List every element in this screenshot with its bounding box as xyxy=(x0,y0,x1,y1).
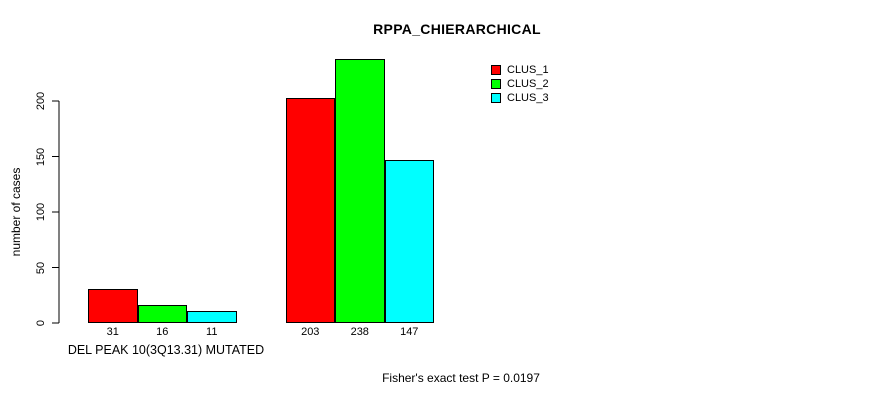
legend-label: CLUS_1 xyxy=(507,64,549,76)
bar-clus_3-group2 xyxy=(384,159,434,323)
y-tick-label: 200 xyxy=(35,91,47,111)
y-tick-label: 150 xyxy=(35,147,47,166)
chart-title: RPPA_CHIERARCHICAL xyxy=(373,21,541,37)
legend-swatch-icon xyxy=(491,93,501,103)
bar-value-label: 11 xyxy=(206,326,218,338)
legend: CLUS_1 CLUS_2 CLUS_3 xyxy=(491,63,549,105)
bar-clus_1-group1 xyxy=(88,288,138,323)
bar-value-label: 238 xyxy=(350,326,369,338)
bar-clus_3-group1 xyxy=(187,310,237,323)
y-tick-label: 50 xyxy=(35,261,47,274)
legend-item: CLUS_3 xyxy=(491,91,549,105)
legend-item: CLUS_2 xyxy=(491,77,549,91)
bar-value-label: 147 xyxy=(400,326,419,338)
legend-item: CLUS_1 xyxy=(491,63,549,77)
bar-clus_1-group2 xyxy=(285,97,335,323)
bar-clus_2-group2 xyxy=(335,58,385,323)
bar-value-label: 31 xyxy=(106,326,119,338)
bar-value-label: 16 xyxy=(156,326,169,338)
legend-label: CLUS_3 xyxy=(507,92,549,104)
annotation-text: Fisher's exact test P = 0.0197 xyxy=(382,371,540,385)
legend-label: CLUS_2 xyxy=(507,78,549,90)
legend-swatch-icon xyxy=(491,65,501,75)
x-group-label: DEL PEAK 10(3Q13.31) MUTATED xyxy=(67,343,265,357)
bar-value-label: 203 xyxy=(301,326,320,338)
y-tick-label: 100 xyxy=(35,202,47,222)
legend-swatch-icon xyxy=(491,79,501,89)
y-tick-label: 0 xyxy=(35,319,47,327)
y-axis-label: number of cases xyxy=(9,167,23,257)
bar-clus_2-group1 xyxy=(137,305,187,323)
